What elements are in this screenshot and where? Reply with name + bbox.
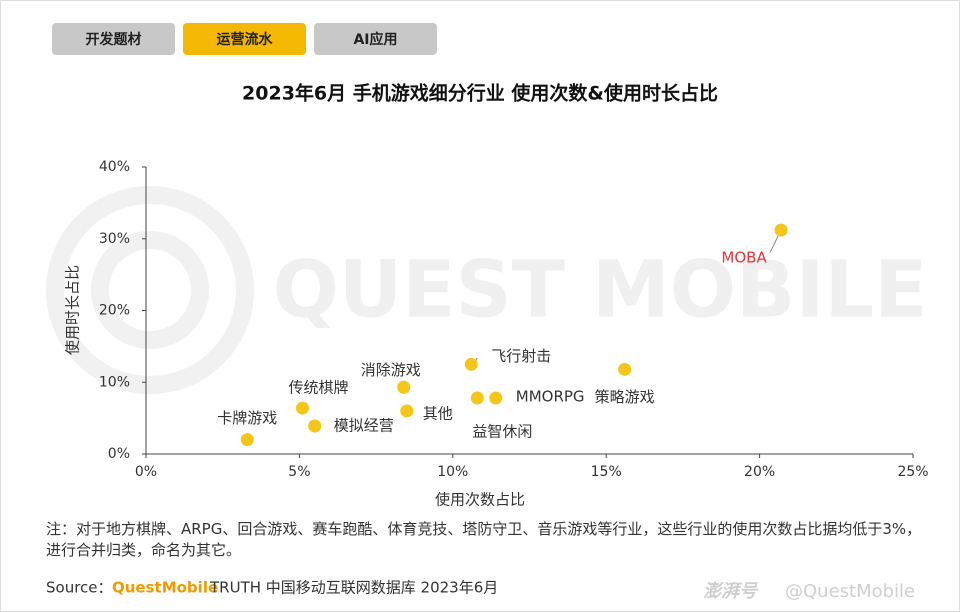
y-axis-label: 使用时长占比 bbox=[64, 265, 82, 355]
leader-line bbox=[769, 235, 779, 253]
x-axis-label: 使用次数占比 bbox=[435, 491, 525, 509]
tab[interactable] bbox=[52, 23, 175, 55]
source-text: TRUTH 中国移动互联网数据库 2023年6月 bbox=[209, 579, 498, 597]
footer-account: @QuestMobile bbox=[785, 581, 915, 602]
point bbox=[400, 404, 414, 418]
point bbox=[618, 362, 632, 376]
x-tick-label: 20% bbox=[744, 464, 775, 480]
point-label: 消除游戏 bbox=[361, 361, 421, 379]
point-label: MOBA bbox=[721, 249, 767, 267]
point-label: 卡牌游戏 bbox=[217, 409, 277, 427]
tab[interactable] bbox=[183, 23, 306, 55]
note: 注：对于地方棋牌、ARPG、回合游戏、赛车跑酷、体育竞技、塔防守卫、音乐游戏等行… bbox=[46, 520, 922, 559]
point-label: MMORPG bbox=[516, 388, 585, 406]
y-tick-label: 40% bbox=[99, 159, 130, 175]
point-label: 其他 bbox=[423, 404, 453, 422]
tab[interactable] bbox=[314, 23, 437, 55]
point bbox=[295, 401, 309, 415]
point bbox=[464, 357, 478, 371]
point-label: 益智休闲 bbox=[472, 423, 532, 441]
source-prefix: Source： bbox=[46, 579, 113, 597]
footer-platform: 澎湃号 bbox=[703, 581, 759, 602]
watermark-logo bbox=[46, 186, 254, 394]
y-tick-label: 0% bbox=[108, 446, 130, 462]
point-label: 模拟经营 bbox=[334, 417, 394, 435]
point bbox=[470, 391, 484, 405]
y-tick-label: 20% bbox=[99, 303, 130, 319]
point bbox=[240, 433, 254, 447]
point-label: 飞行射击 bbox=[491, 347, 551, 365]
source-brand: QuestMobile bbox=[112, 579, 218, 597]
point-label: 策略游戏 bbox=[595, 388, 655, 406]
x-tick-label: 0% bbox=[135, 464, 157, 480]
x-tick-label: 25% bbox=[897, 464, 928, 480]
tab-label[interactable]: 运营流水 bbox=[217, 31, 274, 48]
point-label: 传统棋牌 bbox=[288, 379, 348, 397]
point bbox=[308, 419, 322, 433]
tab-label[interactable]: AI应用 bbox=[353, 31, 397, 48]
y-tick-label: 10% bbox=[99, 374, 130, 390]
y-tick-label: 30% bbox=[99, 231, 130, 247]
chart-title: 2023年6月 手机游戏细分行业 使用次数&使用时长占比 bbox=[242, 82, 718, 105]
point bbox=[774, 223, 788, 237]
point bbox=[489, 391, 503, 405]
x-tick-label: 15% bbox=[591, 464, 622, 480]
point bbox=[397, 380, 411, 394]
tab-label[interactable]: 开发题材 bbox=[86, 31, 142, 48]
watermark: QUEST MOBILE bbox=[273, 245, 928, 335]
x-tick-label: 10% bbox=[437, 464, 468, 480]
x-tick-label: 5% bbox=[288, 464, 310, 480]
